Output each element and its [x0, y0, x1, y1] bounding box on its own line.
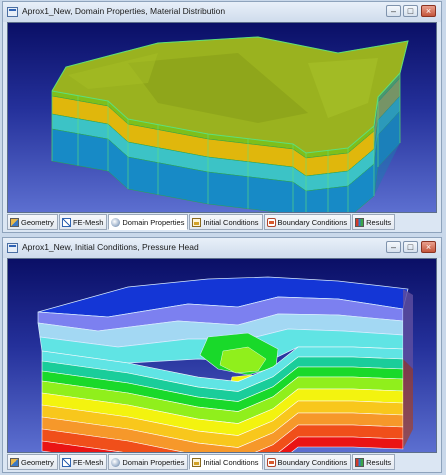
- geometry-icon: [10, 457, 19, 467]
- title-bar[interactable]: Aprox1_New, Initial Conditions, Pressure…: [3, 238, 441, 258]
- outline: [51, 72, 401, 154]
- tab-geometry[interactable]: Geometry: [7, 454, 58, 470]
- tab-label: Results: [366, 217, 392, 227]
- view-tab-bar: Geometry FE-Mesh Domain Properties Initi…: [7, 214, 437, 230]
- domain-properties-icon: [111, 457, 121, 467]
- app-icon: [7, 7, 18, 17]
- tab-boundary-conditions[interactable]: Boundary Conditions: [263, 454, 352, 470]
- title-bar[interactable]: Aprox1_New, Domain Properties, Material …: [3, 2, 441, 22]
- tab-label: Geometry: [21, 457, 54, 467]
- fe-mesh-icon: [61, 457, 71, 467]
- tab-fe-mesh[interactable]: FE-Mesh: [58, 214, 108, 230]
- boundary-conditions-icon: [266, 217, 276, 227]
- pressure-head-view[interactable]: [8, 259, 437, 453]
- pressure-head-window: Aprox1_New, Initial Conditions, Pressure…: [2, 237, 442, 473]
- tab-results[interactable]: Results: [352, 214, 396, 230]
- tab-label: FE-Mesh: [72, 217, 104, 227]
- window-title: Aprox1_New, Initial Conditions, Pressure…: [22, 242, 199, 252]
- view-tab-bar: Geometry FE-Mesh Domain Properties Initi…: [7, 454, 437, 470]
- 3d-viewport[interactable]: [7, 258, 437, 453]
- app-icon: [7, 243, 18, 253]
- close-button[interactable]: ×: [421, 241, 436, 253]
- geometry-icon: [10, 217, 19, 227]
- side-face-shade: [403, 289, 413, 369]
- pressure-head-band: [219, 346, 267, 374]
- tab-label: Initial Conditions: [203, 457, 259, 467]
- maximize-button[interactable]: □: [403, 5, 418, 17]
- domain-properties-icon: [111, 217, 121, 227]
- tab-label: Domain Properties: [122, 457, 185, 467]
- tab-results[interactable]: Results: [352, 454, 396, 470]
- tab-label: FE-Mesh: [72, 457, 104, 467]
- maximize-button[interactable]: □: [403, 241, 418, 253]
- tab-label: Results: [366, 457, 392, 467]
- tab-label: Boundary Conditions: [277, 457, 348, 467]
- tab-label: Geometry: [21, 217, 54, 227]
- tab-domain-properties[interactable]: Domain Properties: [108, 454, 189, 470]
- initial-conditions-icon: [192, 457, 202, 467]
- window-title: Aprox1_New, Domain Properties, Material …: [22, 6, 226, 16]
- results-icon: [355, 217, 365, 227]
- material-distribution-view[interactable]: [8, 23, 437, 213]
- surface-shade: [68, 53, 158, 89]
- tab-label: Initial Conditions: [203, 217, 259, 227]
- tab-label: Boundary Conditions: [277, 217, 348, 227]
- tab-initial-conditions[interactable]: Initial Conditions: [189, 454, 263, 470]
- close-button[interactable]: ×: [421, 5, 436, 17]
- outline: [51, 36, 409, 92]
- tab-geometry[interactable]: Geometry: [7, 214, 58, 230]
- boundary-conditions-icon: [266, 457, 276, 467]
- surface-shade: [128, 53, 308, 123]
- initial-conditions-icon: [192, 217, 202, 227]
- 3d-viewport[interactable]: [7, 22, 437, 213]
- minimize-button[interactable]: –: [386, 241, 401, 253]
- material-distribution-window: Aprox1_New, Domain Properties, Material …: [2, 1, 442, 233]
- tab-fe-mesh[interactable]: FE-Mesh: [58, 454, 108, 470]
- surface-shade: [308, 58, 378, 118]
- minimize-button[interactable]: –: [386, 5, 401, 17]
- tab-domain-properties[interactable]: Domain Properties: [108, 214, 189, 230]
- tab-label: Domain Properties: [122, 217, 185, 227]
- fe-mesh-icon: [61, 217, 71, 227]
- side-face-shade: [374, 73, 400, 196]
- tab-initial-conditions[interactable]: Initial Conditions: [189, 214, 263, 230]
- tab-boundary-conditions[interactable]: Boundary Conditions: [263, 214, 352, 230]
- results-icon: [355, 457, 365, 467]
